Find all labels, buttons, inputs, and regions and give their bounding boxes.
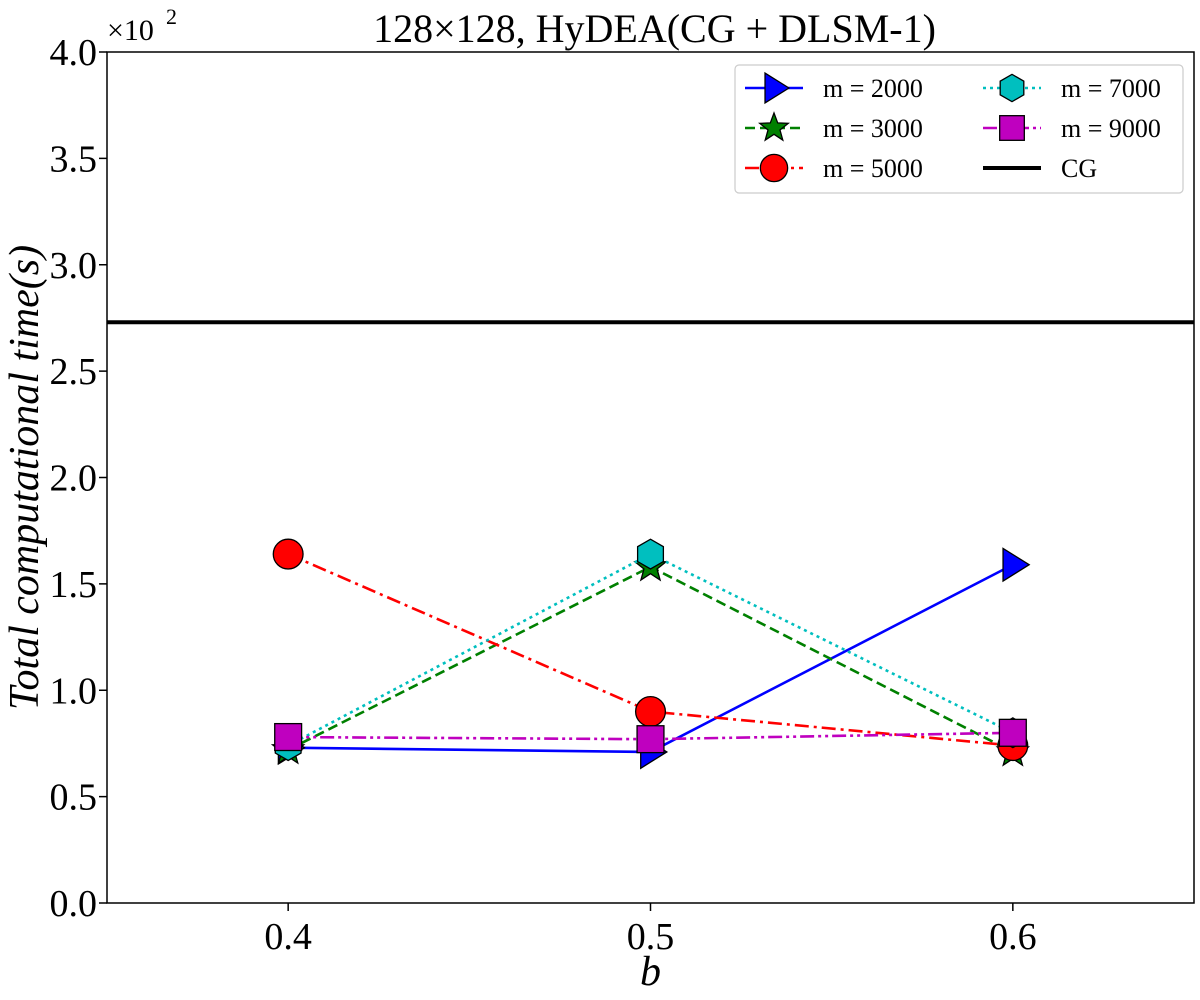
x-tick-label: 0.6 [989, 916, 1037, 958]
y-tick-label: 3.0 [50, 245, 98, 287]
x-axis-label: b [640, 949, 661, 995]
data-point [1002, 547, 1031, 583]
y-tick-label: 0.5 [50, 777, 98, 819]
y-tick-label: 2.5 [50, 351, 98, 393]
y-multiplier-exponent: 2 [166, 4, 177, 29]
y-tick-label: 1.5 [50, 564, 98, 606]
y-tick-label: 2.0 [50, 458, 98, 500]
data-point [998, 718, 1027, 747]
legend-box [734, 64, 1184, 194]
chart-title: 128×128, HyDEA(CG + DLSM-1) [373, 6, 936, 51]
data-point [634, 695, 667, 728]
y-multiplier-base: ×10 [107, 14, 154, 47]
data-point [274, 722, 303, 752]
data-point [636, 725, 665, 754]
data-point [999, 73, 1025, 103]
data-point [758, 111, 790, 142]
data-point [636, 538, 665, 570]
legend-entry: CG [983, 154, 1097, 183]
x-tick-label: 0.5 [627, 916, 675, 958]
legend-entry: m = 5000 [745, 153, 923, 183]
y-tick-label: 1.0 [50, 670, 98, 712]
legend-entry: m = 7000 [983, 73, 1161, 103]
series-m-9000 [274, 718, 1027, 754]
legend-label: m = 5000 [823, 154, 923, 183]
legend-label: m = 3000 [823, 114, 923, 143]
y-tick-label: 4.0 [50, 32, 98, 74]
data-point [759, 153, 789, 183]
y-axis-label: Total computational time(s) [2, 245, 48, 710]
y-tick-label: 3.5 [50, 138, 98, 180]
data-point [999, 115, 1025, 141]
legend-label: m = 9000 [1061, 114, 1161, 143]
legend: m = 2000 m = 3000 m = 5000 m = 7000 m = 9000… [734, 64, 1184, 194]
plot-area [107, 320, 1194, 770]
legend-entry: m = 3000 [745, 111, 923, 143]
data-point [272, 538, 304, 570]
legend-label: m = 2000 [823, 74, 923, 103]
legend-entry: m = 9000 [983, 114, 1161, 143]
data-point [764, 71, 791, 105]
axis-ticks: 0.4 0.5 0.6 0.0 0.5 1.0 1.5 2.0 2.5 3.0 3.5 4.0 [50, 32, 1037, 958]
x-tick-label: 0.4 [264, 916, 312, 958]
legend-label: CG [1061, 154, 1097, 183]
y-tick-label: 0.0 [50, 883, 98, 925]
series-line [287, 552, 1014, 747]
y-axis-multiplier: ×10 2 [107, 4, 177, 47]
legend-label: m = 7000 [1061, 74, 1161, 103]
legend-entry: m = 2000 [745, 71, 923, 105]
